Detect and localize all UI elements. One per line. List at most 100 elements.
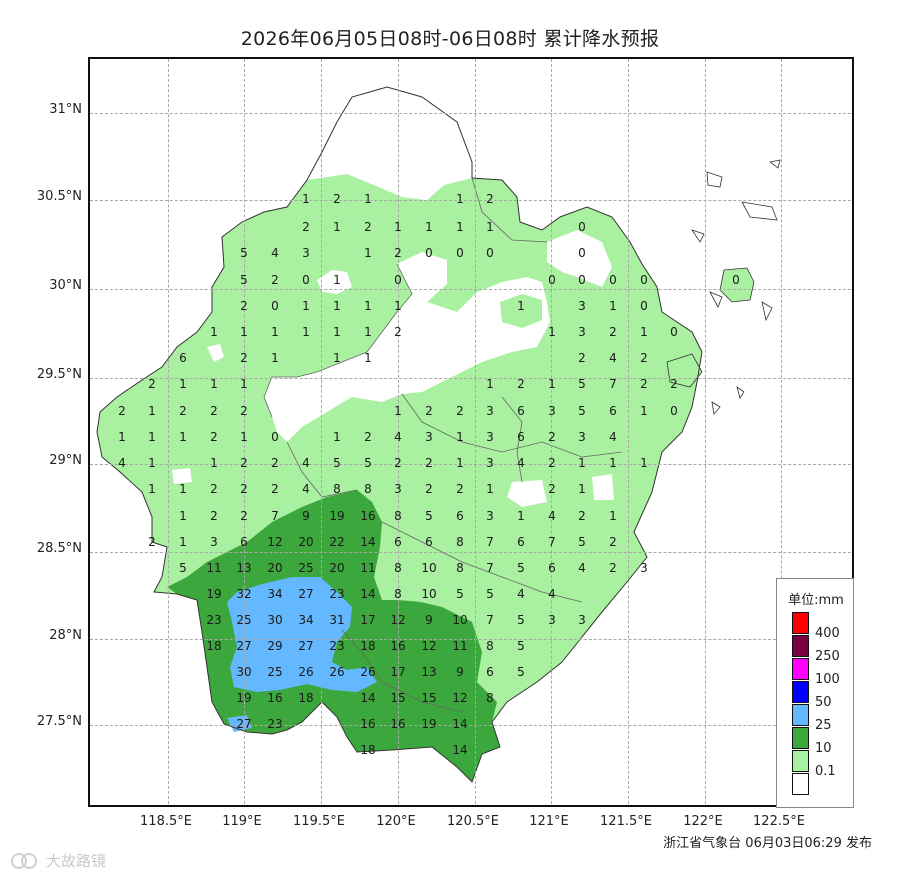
station-value: 11 [452, 639, 468, 653]
station-value: 19 [421, 717, 437, 731]
station-value: 1 [240, 430, 248, 444]
station-value: 4 [302, 456, 310, 470]
station-value: 0 [271, 299, 279, 313]
station-value: 5 [240, 246, 248, 260]
rain-25-50-patch-south [227, 715, 252, 732]
station-value: 7 [486, 561, 494, 575]
station-value: 1 [210, 325, 218, 339]
station-value: 2 [240, 299, 248, 313]
station-value: 8 [456, 535, 464, 549]
latitude-gridline [90, 113, 852, 114]
station-value: 3 [486, 509, 494, 523]
station-value: 5 [456, 587, 464, 601]
zhoushan-islands [720, 268, 754, 302]
station-value: 6 [548, 561, 556, 575]
station-value: 27 [236, 717, 252, 731]
station-value: 30 [267, 613, 283, 627]
station-value: 2 [240, 456, 248, 470]
legend-label: 50 [815, 695, 832, 710]
station-value: 5 [425, 509, 433, 523]
longitude-label: 118.5°E [140, 814, 192, 829]
station-value: 1 [394, 299, 402, 313]
station-value: 3 [578, 299, 586, 313]
station-value: 2 [271, 456, 279, 470]
station-value: 19 [236, 691, 252, 705]
city-border-6 [341, 629, 463, 713]
legend-label: 0.1 [815, 764, 836, 779]
watermark-logo-icon [11, 852, 37, 869]
station-value: 1 [394, 404, 402, 418]
station-value: 3 [548, 613, 556, 627]
station-value: 2 [548, 430, 556, 444]
station-value: 5 [517, 665, 525, 679]
station-value: 2 [486, 192, 494, 206]
station-value: 0 [271, 430, 279, 444]
longitude-label: 120°E [376, 814, 416, 829]
latitude-label: 29.5°N [36, 367, 82, 382]
station-value: 2 [210, 482, 218, 496]
station-value: 31 [329, 613, 345, 627]
station-value: 1 [486, 482, 494, 496]
legend-title: 单位:mm [788, 593, 844, 608]
station-value: 1 [640, 325, 648, 339]
city-border-2 [471, 177, 548, 243]
station-value: 1 [302, 192, 310, 206]
station-value: 2 [210, 404, 218, 418]
station-value: 7 [271, 509, 279, 523]
station-value: 4 [548, 509, 556, 523]
station-value: 1 [640, 404, 648, 418]
legend-label: 10 [815, 741, 832, 756]
longitude-gridline [321, 59, 322, 805]
station-value: 1 [148, 482, 156, 496]
station-value: 26 [329, 665, 345, 679]
station-value: 0 [486, 246, 494, 260]
station-value: 1 [609, 456, 617, 470]
legend-swatch [792, 727, 809, 749]
station-value: 25 [298, 561, 314, 575]
station-value: 1 [333, 273, 341, 287]
station-value: 2 [240, 482, 248, 496]
station-value: 0 [578, 246, 586, 260]
station-value: 18 [360, 743, 376, 757]
longitude-gridline [475, 59, 476, 805]
latitude-label: 30.5°N [36, 189, 82, 204]
station-value: 12 [421, 639, 437, 653]
station-value: 5 [578, 404, 586, 418]
station-value: 2 [456, 482, 464, 496]
station-value: 2 [394, 246, 402, 260]
station-value: 6 [240, 535, 248, 549]
station-value: 4 [394, 430, 402, 444]
station-value: 2 [640, 377, 648, 391]
station-value: 1 [548, 325, 556, 339]
latitude-gridline [90, 725, 852, 726]
station-value: 3 [302, 246, 310, 260]
station-value: 6 [425, 535, 433, 549]
station-value: 25 [267, 665, 283, 679]
station-value: 19 [206, 587, 222, 601]
station-value: 9 [302, 509, 310, 523]
map-gridlines [90, 59, 852, 805]
watermark: 大故路镜 [10, 850, 106, 871]
no-rain-area-ningbo [547, 230, 612, 287]
latitude-gridline [90, 378, 852, 379]
station-value: 27 [236, 639, 252, 653]
station-value: 2 [640, 351, 648, 365]
station-value: 17 [360, 613, 376, 627]
station-value: 1 [456, 456, 464, 470]
station-value: 5 [333, 456, 341, 470]
station-value: 1 [486, 377, 494, 391]
latitude-gridline [90, 200, 852, 201]
station-value: 1 [364, 246, 372, 260]
station-value: 3 [548, 404, 556, 418]
station-value: 4 [548, 587, 556, 601]
longitude-label: 120.5°E [447, 814, 499, 829]
station-value: 0 [609, 273, 617, 287]
station-value: 8 [394, 509, 402, 523]
station-value: 2 [179, 404, 187, 418]
station-value: 27 [298, 587, 314, 601]
station-value: 0 [302, 273, 310, 287]
station-value: 1 [210, 456, 218, 470]
station-value: 17 [390, 665, 406, 679]
legend: 单位:mm 400 250 100 50 25 10 0.1 [776, 578, 854, 808]
